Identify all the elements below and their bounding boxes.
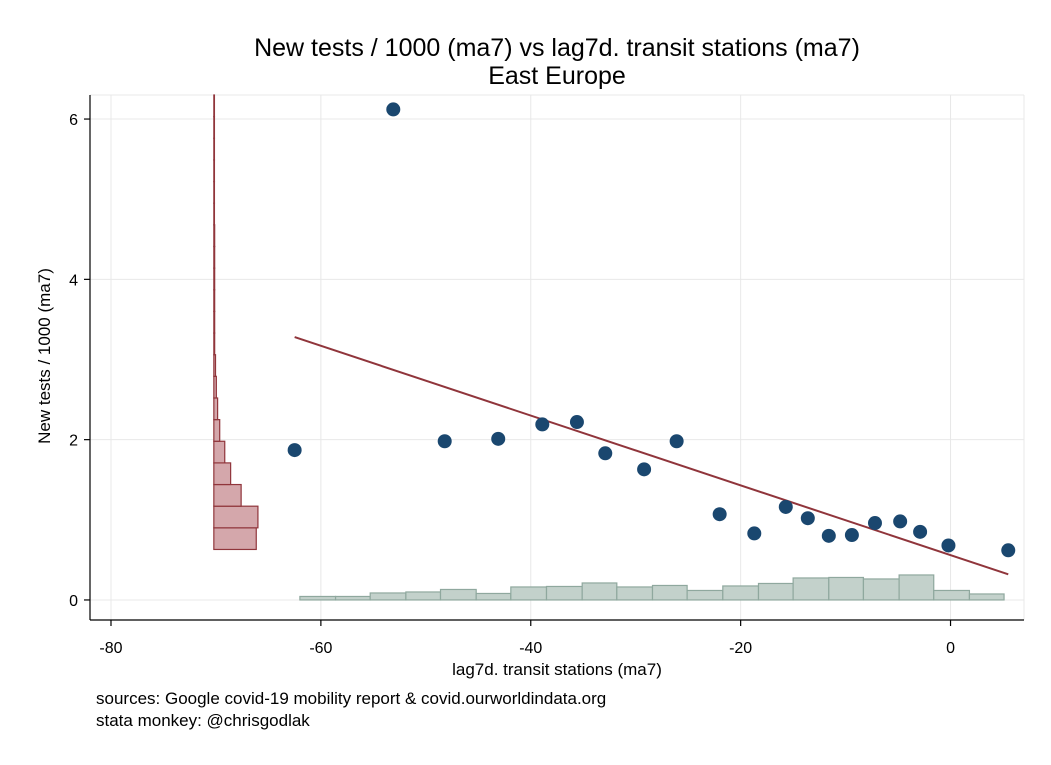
y-histogram-bar	[213, 289, 216, 313]
x-histogram-bar	[898, 574, 935, 601]
x-histogram-bar	[405, 591, 442, 601]
x-histogram	[299, 574, 1005, 601]
x-histogram-bar	[616, 586, 654, 601]
x-histogram-bar	[439, 588, 477, 601]
y-histogram-bar	[213, 397, 219, 421]
scatter-point	[913, 524, 928, 539]
x-histogram-bar	[933, 589, 971, 601]
x-histogram-bar	[475, 592, 512, 601]
scatter-point	[1001, 543, 1016, 558]
y-histogram-bar	[213, 419, 221, 442]
y-histogram-bar	[213, 354, 217, 377]
y-histogram-bar	[213, 224, 216, 248]
y-histogram-bar	[213, 137, 216, 161]
x-histogram-bar	[334, 595, 371, 601]
scatter-point	[598, 446, 613, 461]
fit-line-group	[294, 336, 1009, 576]
y-axis-label: New tests / 1000 (ma7)	[35, 268, 54, 444]
x-histogram-bar	[862, 578, 900, 601]
y-histogram-bar	[213, 94, 216, 118]
x-histogram-bar	[510, 586, 548, 601]
y-histogram-bar	[213, 310, 216, 334]
y-histogram-bar	[213, 332, 216, 356]
scatter-point	[800, 511, 815, 526]
y-histogram-bar	[213, 375, 217, 399]
scatter-point	[747, 526, 762, 541]
x-histogram-bar	[722, 585, 760, 601]
x-axis-label: lag7d. transit stations (ma7)	[452, 660, 662, 679]
y-tick-label: 4	[69, 272, 78, 289]
axes	[89, 95, 1024, 621]
x-tick-label: -60	[309, 640, 332, 657]
x-histogram-bar	[545, 585, 583, 601]
x-histogram-bar	[792, 577, 830, 601]
y-tick-label: 6	[69, 112, 78, 129]
y-histogram-bar	[213, 505, 259, 529]
y-histogram	[213, 94, 259, 551]
scatter-point	[637, 462, 652, 477]
scatter-point	[867, 516, 882, 531]
scatter-point	[669, 434, 684, 449]
y-histogram-bar	[213, 159, 216, 183]
x-tick-label: -20	[729, 640, 752, 657]
y-histogram-bar	[213, 202, 216, 226]
chart-subtitle: East Europe	[488, 62, 626, 90]
x-histogram-bar	[968, 593, 1005, 601]
x-histogram-bar	[369, 592, 407, 601]
scatter-point	[535, 417, 550, 432]
x-histogram-bar	[581, 582, 618, 601]
x-histogram-bar	[299, 595, 337, 601]
source-note: sources: Google covid-19 mobility report…	[96, 689, 607, 708]
scatter-point	[893, 514, 908, 529]
scatter-point	[941, 538, 956, 553]
fit-line	[294, 336, 1009, 576]
scatter-point	[821, 528, 836, 543]
y-axis-ticks: 0 2 4 6	[69, 112, 90, 610]
scatter-point	[569, 415, 584, 430]
scatter-points	[287, 102, 1016, 558]
y-histogram-bar	[213, 462, 232, 486]
scatter-point	[844, 528, 859, 543]
y-histogram-bar	[213, 267, 216, 291]
y-histogram-bar	[213, 440, 226, 464]
x-histogram-bar	[686, 589, 724, 601]
scatter-point	[386, 102, 401, 117]
y-histogram-bar	[213, 483, 242, 507]
scatter-point	[778, 499, 793, 514]
y-tick-label: 2	[69, 433, 78, 450]
x-tick-label: 0	[946, 640, 955, 657]
y-histogram-bar	[213, 245, 216, 269]
x-histogram-bar	[828, 576, 865, 601]
y-histogram-bar	[213, 116, 216, 139]
scatter-point	[287, 443, 302, 458]
x-axis-ticks: -80 -60 -40 -20 0	[99, 620, 955, 657]
x-histogram-bar	[757, 582, 794, 601]
scatter-point	[712, 507, 727, 522]
author-note: stata monkey: @chrisgodlak	[96, 711, 310, 730]
y-tick-label: 0	[69, 593, 78, 610]
x-histogram-bar	[651, 584, 688, 601]
x-tick-label: -40	[519, 640, 542, 657]
y-histogram-bar	[213, 180, 216, 204]
chart-title: New tests / 1000 (ma7) vs lag7d. transit…	[254, 34, 860, 62]
x-tick-label: -80	[99, 640, 122, 657]
scatter-point	[437, 434, 452, 449]
y-histogram-bar	[213, 527, 257, 551]
scatter-point	[491, 431, 506, 446]
